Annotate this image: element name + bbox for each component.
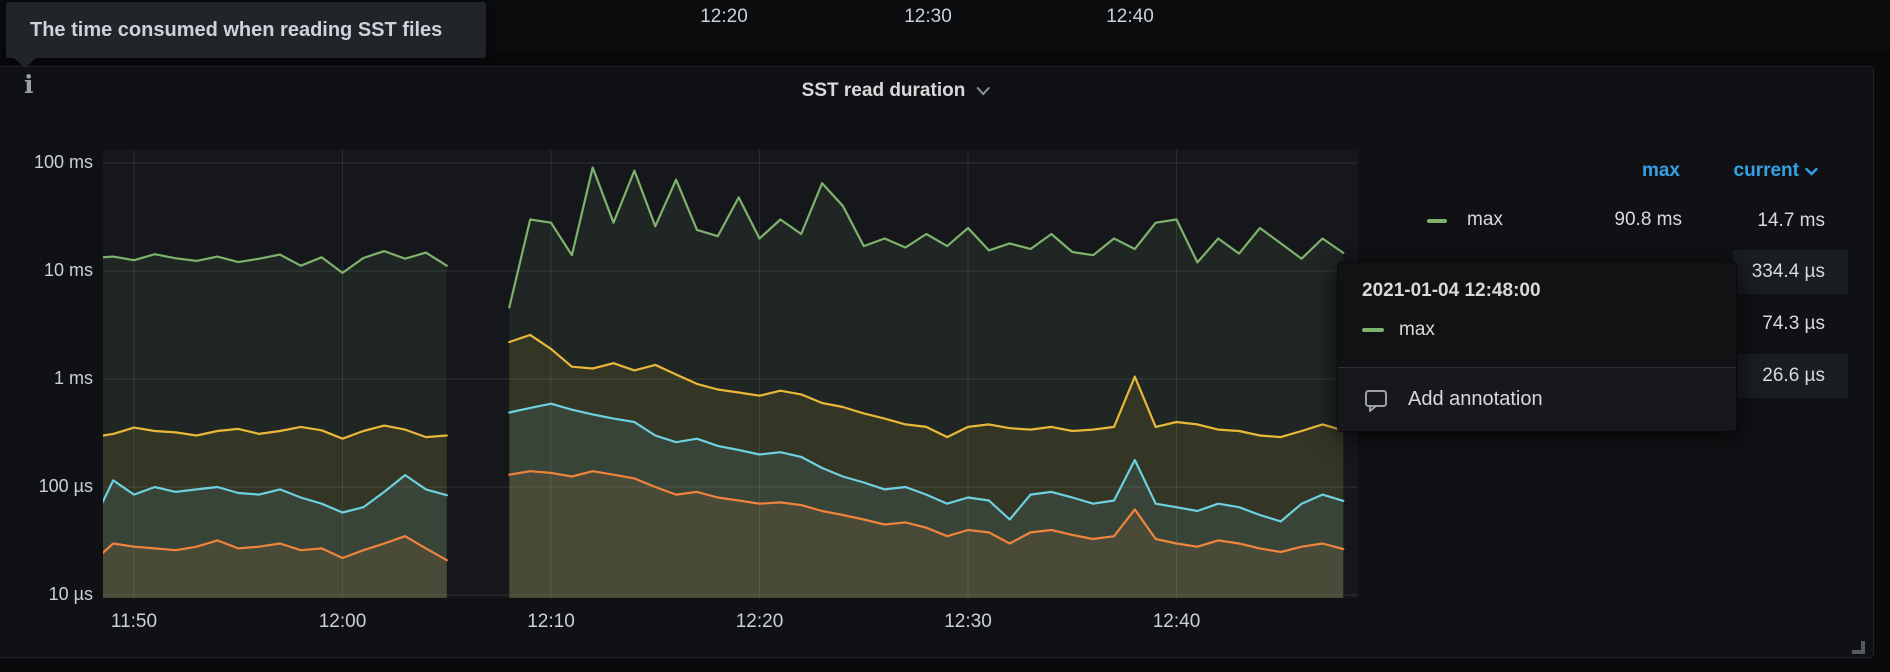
- menu-item-label: Add annotation: [1408, 388, 1543, 410]
- y-axis-tick-label: 10 ms: [43, 260, 93, 280]
- context-menu: 2021-01-04 12:48:00 max Add annotation: [1337, 262, 1737, 432]
- context-menu-series: max: [1362, 319, 1712, 341]
- series-color-dash-icon: [1362, 328, 1384, 332]
- legend-column-max[interactable]: max: [1641, 160, 1680, 181]
- x-axis-tick-label: 12:40: [1152, 611, 1201, 632]
- legend-row[interactable]: 26.6 µs: [1400, 354, 1860, 398]
- legend-row[interactable]: 334.4 µs: [1400, 250, 1860, 294]
- y-axis-tick-label: 100 ms: [33, 152, 93, 172]
- above-panel-x-tick: 12:30: [904, 6, 952, 27]
- panel-description-tooltip: The time consumed when reading SST files: [6, 2, 486, 58]
- series-color-dash-icon: [1427, 219, 1447, 223]
- panel-resize-handle[interactable]: [1852, 641, 1865, 654]
- tooltip-text: The time consumed when reading SST files: [30, 18, 443, 41]
- legend-max-value: 90.8 ms: [1614, 209, 1682, 230]
- x-axis-tick-label: 12:30: [944, 611, 992, 632]
- menu-item-add-annotation[interactable]: Add annotation: [1338, 367, 1736, 431]
- legend-row[interactable]: max 90.8 ms 14.7 ms: [1400, 199, 1860, 243]
- sort-chevron-down-icon: [1805, 167, 1818, 176]
- legend-current-value: 14.7 ms: [1757, 210, 1825, 231]
- context-menu-timestamp: 2021-01-04 12:48:00: [1362, 280, 1541, 301]
- legend-current-value: 334.4 µs: [1733, 250, 1848, 294]
- panel-title[interactable]: SST read duration: [801, 80, 966, 101]
- x-axis-tick-label: 12:20: [735, 611, 784, 632]
- panel-info-icon[interactable]: i: [24, 70, 34, 99]
- x-axis-tick-label: 12:10: [527, 611, 575, 632]
- legend-row[interactable]: 74.3 µs: [1400, 302, 1860, 346]
- above-panel-x-tick: 12:40: [1106, 6, 1154, 27]
- above-panel-x-tick: 12:20: [700, 6, 748, 27]
- panel-header[interactable]: SST read duration: [802, 80, 991, 102]
- legend-current-value: 74.3 µs: [1762, 313, 1825, 334]
- legend-column-current-label: current: [1733, 160, 1799, 181]
- legend-current-value: 26.6 µs: [1733, 354, 1848, 398]
- annotation-comment-icon: [1365, 389, 1387, 412]
- chevron-down-icon: [975, 86, 990, 96]
- context-menu-header: 2021-01-04 12:48:00 max: [1338, 263, 1736, 367]
- tooltip-arrow: [14, 58, 36, 68]
- x-axis-tick-label: 12:00: [318, 611, 367, 632]
- x-axis-tick-label: 11:50: [110, 611, 158, 632]
- context-menu-series-label: max: [1399, 319, 1435, 340]
- plot-area[interactable]: [103, 150, 1358, 598]
- y-axis-tick-label: 100 µs: [38, 476, 93, 496]
- y-axis-tick-label: 1 ms: [53, 368, 93, 388]
- legend-column-current[interactable]: current: [1690, 160, 1818, 182]
- y-axis-tick-label: 10 µs: [48, 584, 93, 604]
- legend-series-name[interactable]: max: [1467, 209, 1503, 230]
